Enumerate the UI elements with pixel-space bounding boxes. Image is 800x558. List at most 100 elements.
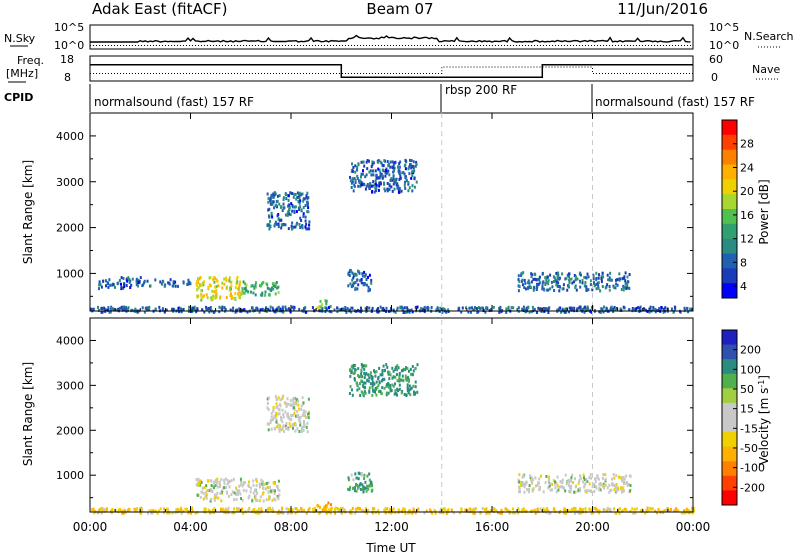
echo-cell [245, 489, 248, 493]
echo-cell [103, 509, 106, 513]
echo-cell [546, 281, 549, 284]
echo-cell [625, 508, 628, 512]
echo-cell [171, 307, 174, 311]
echo-cell [583, 310, 586, 314]
colorbar-tick-label: 15 [740, 403, 754, 416]
echo-cell [182, 509, 185, 513]
echo-cell [369, 169, 372, 173]
echo-cell [468, 507, 471, 511]
echo-cell [228, 479, 231, 483]
echo-cell [303, 508, 305, 512]
echo-cell [573, 280, 575, 284]
echo-cell [254, 293, 257, 297]
echo-cell [565, 307, 568, 311]
echo-cell [507, 305, 510, 309]
echo-cell [653, 307, 656, 311]
echo-cell [268, 497, 271, 501]
echo-cell [182, 281, 185, 285]
echo-cell [363, 274, 366, 278]
echo-cell [612, 307, 615, 311]
echo-cell [248, 480, 250, 484]
echo-cell [234, 297, 237, 300]
echo-cell [588, 475, 591, 479]
echo-cell [306, 421, 309, 425]
echo-cell [293, 422, 295, 426]
echo-cell [239, 280, 242, 284]
echo-cell [307, 412, 310, 416]
echo-cell [197, 286, 200, 290]
ytick-label: 4000 [56, 334, 84, 347]
echo-cell [542, 306, 545, 310]
echo-cell [624, 279, 627, 283]
echo-cell [684, 308, 686, 312]
echo-cell [377, 307, 379, 310]
echo-cell [602, 310, 605, 314]
echo-cell [297, 206, 300, 210]
echo-cell [298, 419, 301, 423]
echo-cell [350, 371, 353, 375]
echo-cell [241, 498, 244, 502]
echo-cell [271, 507, 274, 511]
echo-cell [371, 160, 374, 164]
echo-cell [305, 511, 308, 515]
echo-cell [355, 273, 358, 277]
echo-cell [122, 286, 125, 290]
echo-cell [269, 485, 271, 489]
echo-cell [273, 492, 276, 496]
echo-cell [321, 307, 324, 311]
echo-cell [276, 199, 279, 203]
echo-cell [277, 222, 280, 226]
echo-cell [352, 486, 355, 490]
echo-cell [406, 387, 409, 390]
echo-cell [584, 281, 587, 284]
echo-cell [270, 415, 273, 419]
echo-cell [362, 169, 364, 173]
echo-cell [281, 223, 284, 227]
echo-cell [352, 282, 355, 286]
echo-cell [304, 225, 307, 229]
echo-cell [528, 490, 531, 494]
echo-cell [407, 181, 410, 184]
echo-cell [259, 485, 261, 489]
echo-cell [411, 373, 414, 377]
echo-cell [547, 279, 550, 283]
echo-cell [121, 308, 124, 312]
echo-cell [381, 370, 384, 374]
echo-cell [561, 478, 564, 482]
echo-cell [211, 508, 214, 512]
echo-cell [355, 483, 358, 487]
echo-cell [207, 307, 210, 310]
echo-cell [609, 278, 612, 282]
echo-cell [360, 306, 362, 310]
echo-cell [392, 308, 395, 312]
echo-cell [579, 271, 582, 275]
echo-cell [230, 280, 233, 284]
echo-cell [301, 192, 304, 196]
echo-cell [400, 369, 403, 373]
echo-cell [209, 487, 212, 491]
echo-cell [175, 508, 178, 512]
echo-cell [376, 176, 379, 180]
echo-cell [368, 386, 371, 390]
echo-cell [648, 310, 651, 314]
echo-cell [301, 427, 303, 431]
echo-cell [409, 387, 412, 391]
echo-cell [240, 497, 242, 500]
echo-cell [258, 310, 261, 314]
echo-cell [530, 480, 533, 484]
echo-cell [381, 176, 384, 180]
echo-cell [413, 169, 416, 173]
colorbar-swatch [722, 330, 737, 346]
echo-cell [349, 368, 351, 372]
echo-cell [305, 416, 308, 419]
echo-cell [393, 169, 395, 173]
echo-cell [612, 310, 615, 314]
echo-cell [225, 296, 228, 299]
echo-cell [632, 307, 635, 311]
echo-cell [242, 488, 245, 492]
echo-cell [403, 172, 406, 176]
echo-cell [574, 511, 577, 515]
echo-cell [356, 388, 359, 392]
echo-cell [609, 271, 612, 275]
echo-cell [381, 373, 384, 377]
